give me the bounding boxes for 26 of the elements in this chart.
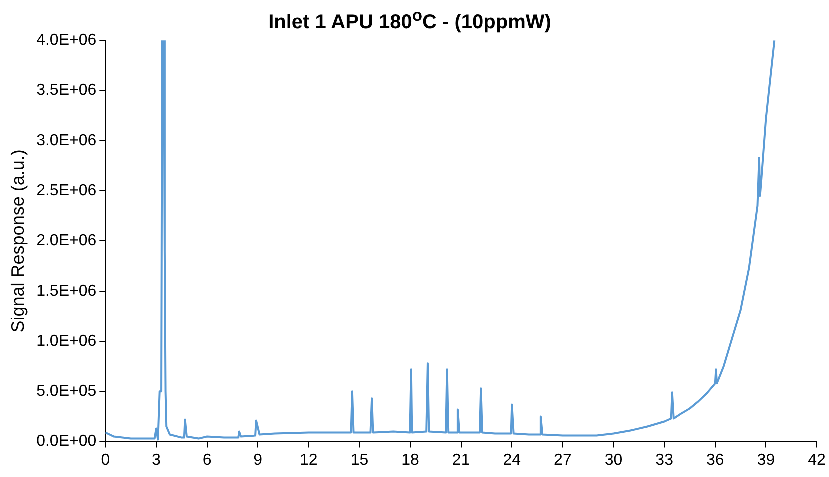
y-tick-label: 3.5E+06 [36, 82, 97, 100]
y-tick-label: 3.0E+06 [36, 132, 97, 150]
x-tick-label: 42 [808, 452, 826, 469]
x-tick-label: 0 [101, 452, 110, 469]
y-tick-label: 2.0E+06 [36, 232, 97, 250]
y-tick-label: 4.0E+06 [36, 32, 97, 50]
y-tick-label: 5.0E+05 [36, 383, 97, 400]
y-tick-label: 1.0E+06 [36, 332, 97, 350]
y-tick-label: 1.5E+06 [36, 282, 97, 300]
y-tick-label: 0.0E+00 [36, 433, 97, 450]
x-tick-label: 30 [604, 452, 623, 469]
x-tick-label: 24 [503, 452, 522, 469]
y-tick-label: 2.5E+06 [36, 182, 97, 200]
x-tick-label: 3 [152, 452, 162, 469]
y-axis-title: Signal Response (a.u.) [8, 150, 28, 333]
x-tick-label: 39 [757, 452, 776, 469]
x-tick-label: 12 [300, 452, 318, 469]
x-tick-label: 27 [554, 452, 572, 469]
x-tick-label: 6 [202, 452, 212, 469]
x-tick-label: 33 [656, 452, 674, 469]
x-tick-label: 36 [706, 452, 724, 469]
x-tick-label: 9 [254, 452, 263, 469]
chart-title: Inlet 1 APU 180$^{o}$C - (10ppmW) [268, 6, 552, 35]
x-tick-label: 18 [402, 452, 420, 469]
x-tick-label: 15 [350, 452, 369, 469]
x-tick-label: 21 [452, 452, 470, 469]
